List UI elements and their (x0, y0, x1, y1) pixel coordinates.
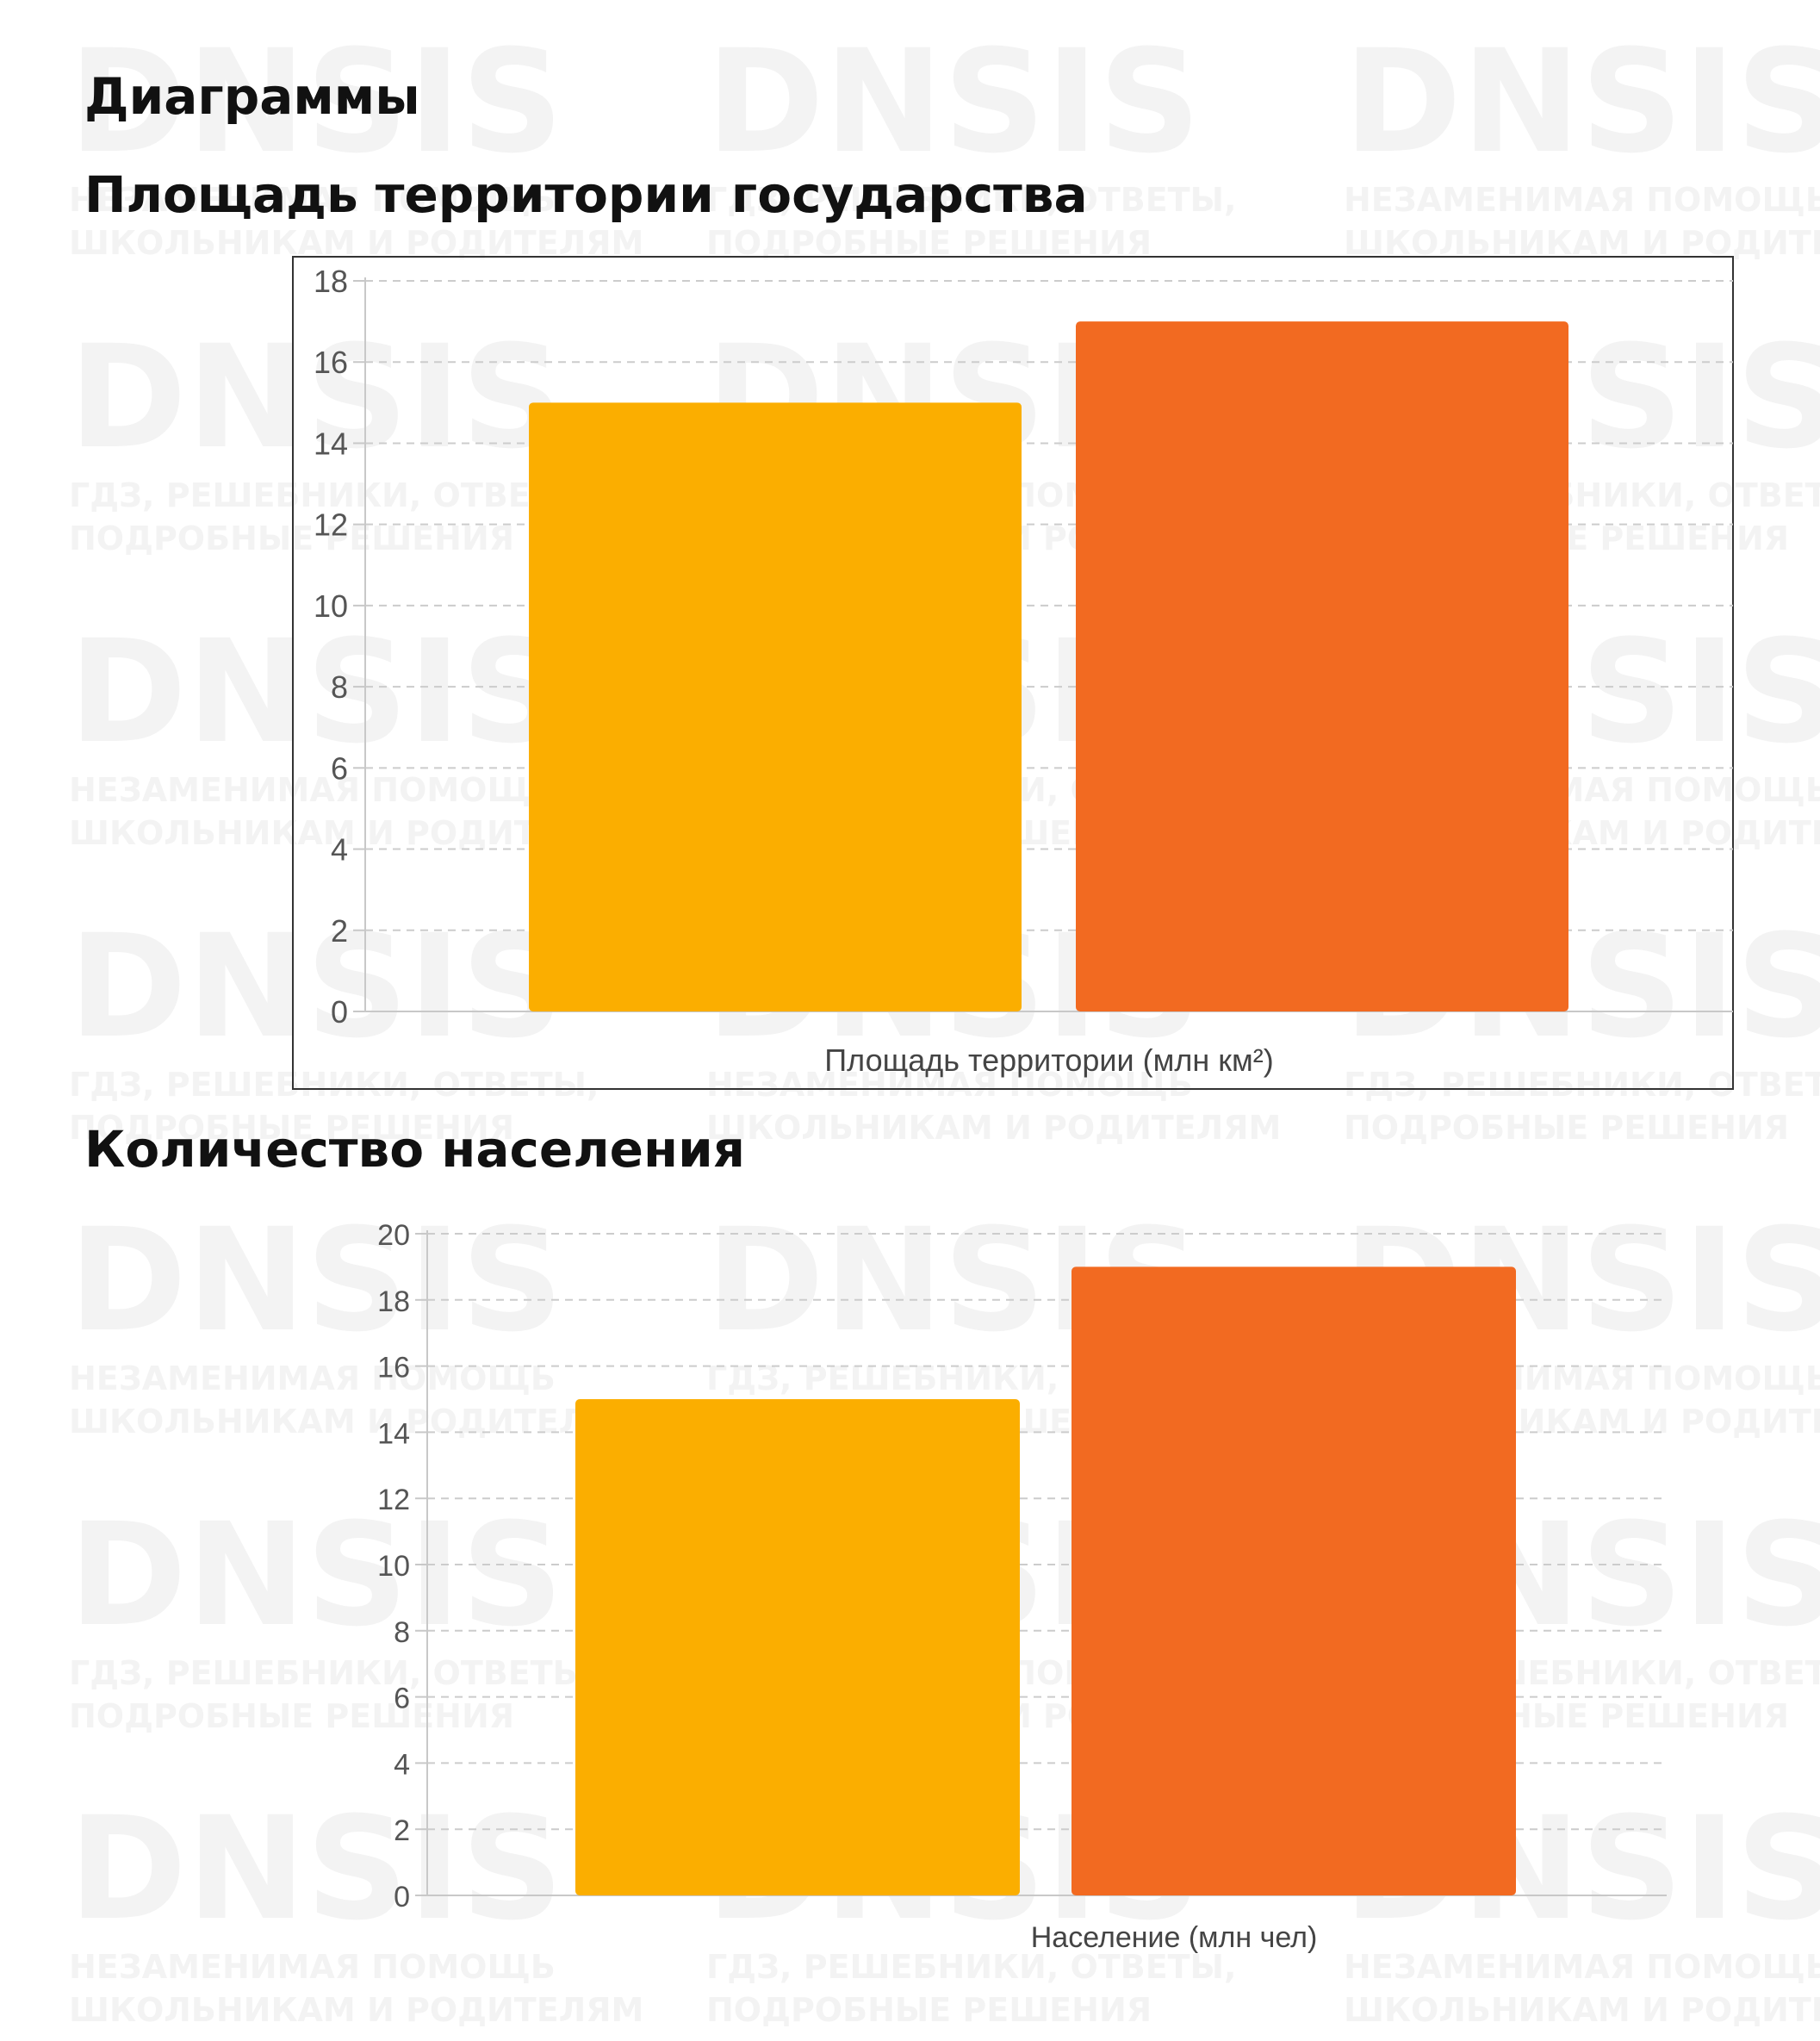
area-chart: 0 2 4 6 8 10 12 14 16 18 Площадь территории (млн к… (314, 264, 1733, 1078)
area-chart-frame (292, 256, 1734, 1090)
population-chart-tick-label: 4 (394, 1748, 410, 1781)
area-chart-tick-label: 4 (331, 832, 348, 868)
area-chart-tick-label: 16 (314, 345, 348, 380)
population-chart-tick-label: 0 (394, 1881, 410, 1913)
area-chart-title: Площадь территории государства (84, 165, 1088, 224)
population-chart-bar-2 (1072, 1266, 1516, 1895)
area-chart-x-axis-label: Площадь территории (млн км²) (824, 1042, 1273, 1078)
page-title: Диаграммы (84, 67, 420, 126)
area-chart-tick-label: 12 (314, 507, 348, 543)
area-chart-tick-label: 14 (314, 426, 348, 461)
area-chart-tick-label: 18 (314, 264, 348, 299)
population-chart-tick-label: 10 (377, 1550, 410, 1583)
area-chart-tick-label: 8 (331, 669, 348, 705)
area-chart-tick-label: 6 (331, 750, 348, 786)
population-chart-tick-label: 20 (377, 1219, 410, 1252)
population-chart-tick-label: 18 (377, 1285, 410, 1318)
population-chart-tick-label: 14 (377, 1417, 410, 1450)
area-chart-bar-2 (1076, 321, 1568, 1012)
area-chart-tick-label: 10 (314, 588, 348, 624)
population-chart-tick-label: 8 (394, 1616, 410, 1649)
population-chart-tick-label: 6 (394, 1683, 410, 1715)
population-chart-tick-label: 12 (377, 1484, 410, 1516)
population-chart-tick-label: 16 (377, 1352, 410, 1385)
area-chart-tick-label: 0 (331, 994, 348, 1030)
population-chart-bar-1 (575, 1399, 1020, 1895)
population-chart-x-axis-label: Население (млн чел) (1031, 1921, 1318, 1954)
area-chart-bar-1 (529, 402, 1022, 1011)
area-chart-tick-label: 2 (331, 913, 348, 949)
population-chart-tick-label: 2 (394, 1814, 410, 1847)
population-chart-title: Количество населения (84, 1120, 745, 1179)
population-chart: 0 2 4 6 8 10 12 14 16 18 20 Население (млн чел) (377, 1219, 1667, 1954)
